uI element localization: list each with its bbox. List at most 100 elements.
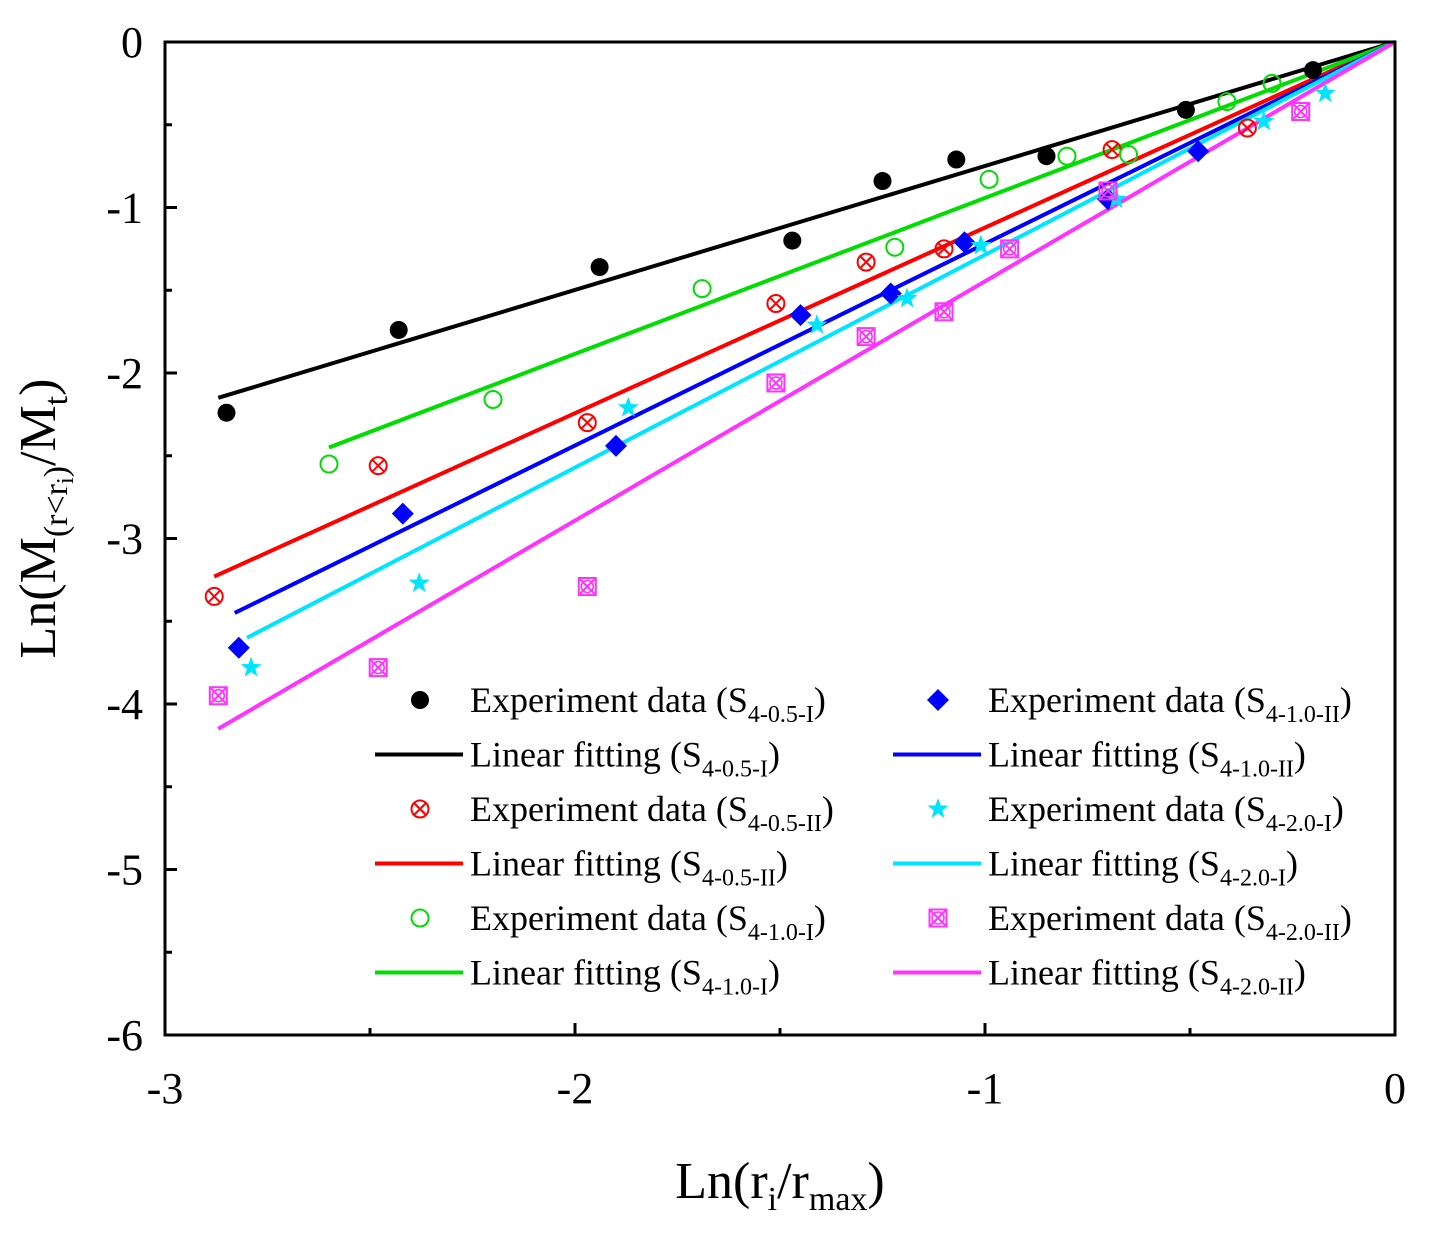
data-point-s2-7	[1237, 118, 1257, 138]
data-point-s3-4	[979, 169, 999, 189]
y-tick-label: -1	[106, 184, 143, 233]
data-point-s1-0	[217, 403, 236, 422]
data-point-s1-8	[1304, 61, 1322, 80]
data-point-s6-7	[1098, 181, 1118, 201]
data-point-s4-5	[953, 231, 976, 254]
legend-item-s3-points: Experiment data (S4-1.0-I)	[410, 898, 826, 946]
legend-item-s5-fit: Linear fitting (S4-2.0-I)	[893, 844, 1298, 892]
plot-frame	[163, 40, 1397, 1037]
data-point-s6-4	[856, 327, 876, 347]
data-point-s2-2	[577, 413, 597, 433]
y-tick-label: -4	[106, 680, 143, 729]
data-point-s5-3	[806, 314, 828, 334]
y-axis-label: Ln(M(r<ri)/Mt)	[10, 379, 79, 659]
data-point-s1-6	[1037, 147, 1056, 166]
y-tick-label: -3	[106, 515, 143, 564]
legend: Experiment data (S4-0.5-I) Linear fitting…	[375, 680, 1352, 1001]
legend-item-s6-points: Experiment data (S4-2.0-II)	[928, 898, 1352, 946]
legend-label: Experiment data (S4-1.0-I)	[470, 898, 826, 946]
x-tick-label: 0	[1384, 1064, 1406, 1113]
data-point-s1-5	[947, 150, 966, 169]
y-tick-label: -2	[106, 349, 143, 398]
x-tick-label: -1	[967, 1064, 1004, 1113]
data-point-s3-5	[1057, 146, 1077, 166]
legend-label: Linear fitting (S4-0.5-I)	[470, 735, 780, 783]
data-point-s5-1	[408, 572, 430, 593]
data-point-s6-0	[208, 686, 228, 706]
data-point-s5-7	[1253, 110, 1275, 131]
data-point-s6-8	[1291, 102, 1311, 122]
legend-label: Experiment data (S4-0.5-II)	[470, 789, 834, 837]
data-point-s1-1	[389, 320, 408, 339]
y-tick-label: 0	[121, 18, 143, 67]
data-point-s2-6	[1102, 140, 1122, 160]
legend-label: Linear fitting (S4-1.0-I)	[470, 953, 780, 1001]
legend-label: Linear fitting (S4-0.5-II)	[470, 844, 788, 892]
data-point-s5-5	[970, 234, 992, 255]
legend-item-s1-points: Experiment data (S4-0.5-I)	[411, 680, 826, 728]
data-point-s2-0	[204, 586, 224, 606]
data-point-s1-7	[1176, 100, 1195, 119]
data-point-s3-7	[1217, 92, 1237, 112]
fit-lines-layer	[213, 40, 1397, 731]
data-point-s3-8	[1262, 73, 1282, 93]
legend-label: Linear fitting (S4-2.0-I)	[988, 844, 1298, 892]
data-point-s4-0	[227, 636, 250, 659]
data-point-s6-3	[766, 373, 786, 393]
legend-symbol-s6-points	[928, 908, 948, 928]
data-point-s6-6	[1000, 239, 1020, 259]
data-point-s3-3	[885, 237, 905, 257]
fit-line-s3	[328, 40, 1396, 450]
data-point-s3-6	[1119, 145, 1138, 165]
legend-label: Experiment data (S4-2.0-I)	[988, 789, 1344, 837]
legend-label: Experiment data (S4-1.0-II)	[988, 680, 1352, 728]
data-point-s4-7	[1187, 140, 1210, 163]
legend-item-s2-fit: Linear fitting (S4-0.5-II)	[375, 844, 788, 892]
legend-symbol-s3-points	[410, 908, 430, 928]
legend-item-s6-fit: Linear fitting (S4-2.0-II)	[893, 953, 1306, 1001]
data-point-s4-4	[879, 282, 902, 305]
legend-symbol-s5-points	[927, 798, 949, 818]
legend-item-s5-points: Experiment data (S4-2.0-I)	[927, 789, 1344, 837]
data-point-s2-4	[856, 252, 876, 272]
x-tick-label: -2	[557, 1064, 594, 1113]
fit-line-s6	[217, 40, 1397, 731]
data-point-s2-5	[934, 239, 954, 259]
fit-line-s5	[246, 40, 1396, 640]
data-point-s2-3	[766, 293, 786, 313]
data-point-s5-2	[617, 396, 639, 417]
legend-item-s1-fit: Linear fitting (S4-0.5-I)	[375, 735, 780, 783]
fit-line-s1	[217, 40, 1396, 400]
legend-label: Linear fitting (S4-2.0-II)	[988, 953, 1306, 1001]
legend-symbol-s1-points	[411, 691, 429, 709]
data-point-s5-0	[240, 656, 262, 677]
y-tick-label: -5	[106, 846, 143, 895]
data-point-s5-4	[896, 287, 918, 308]
data-point-s1-3	[783, 231, 802, 250]
data-point-s5-8	[1314, 82, 1336, 103]
data-point-s6-1	[368, 658, 388, 678]
data-point-s1-4	[873, 172, 892, 191]
legend-symbol-s4-points	[927, 689, 949, 711]
legend-item-s4-fit: Linear fitting (S4-1.0-II)	[893, 735, 1306, 783]
data-point-s3-1	[483, 389, 503, 409]
legend-item-s3-fit: Linear fitting (S4-1.0-I)	[375, 953, 780, 1001]
legend-item-s4-points: Experiment data (S4-1.0-II)	[927, 680, 1352, 728]
data-point-s4-2	[605, 434, 627, 457]
data-point-s3-0	[319, 454, 339, 474]
data-point-s1-2	[590, 258, 609, 277]
x-tick-label: -3	[147, 1064, 184, 1113]
data-point-s3-2	[692, 279, 712, 299]
x-axis-label: Ln(ri/rmax)	[675, 1153, 885, 1218]
data-point-s6-2	[577, 576, 597, 596]
legend-item-s2-points: Experiment data (S4-0.5-II)	[410, 789, 834, 837]
data-point-s6-5	[934, 302, 954, 322]
legend-symbol-s2-points	[410, 799, 430, 819]
data-point-s4-3	[789, 304, 812, 327]
data-points-layer	[204, 61, 1336, 706]
y-tick-label: -6	[106, 1011, 143, 1060]
legend-label: Experiment data (S4-2.0-II)	[988, 898, 1352, 946]
legend-label: Linear fitting (S4-1.0-II)	[988, 735, 1306, 783]
